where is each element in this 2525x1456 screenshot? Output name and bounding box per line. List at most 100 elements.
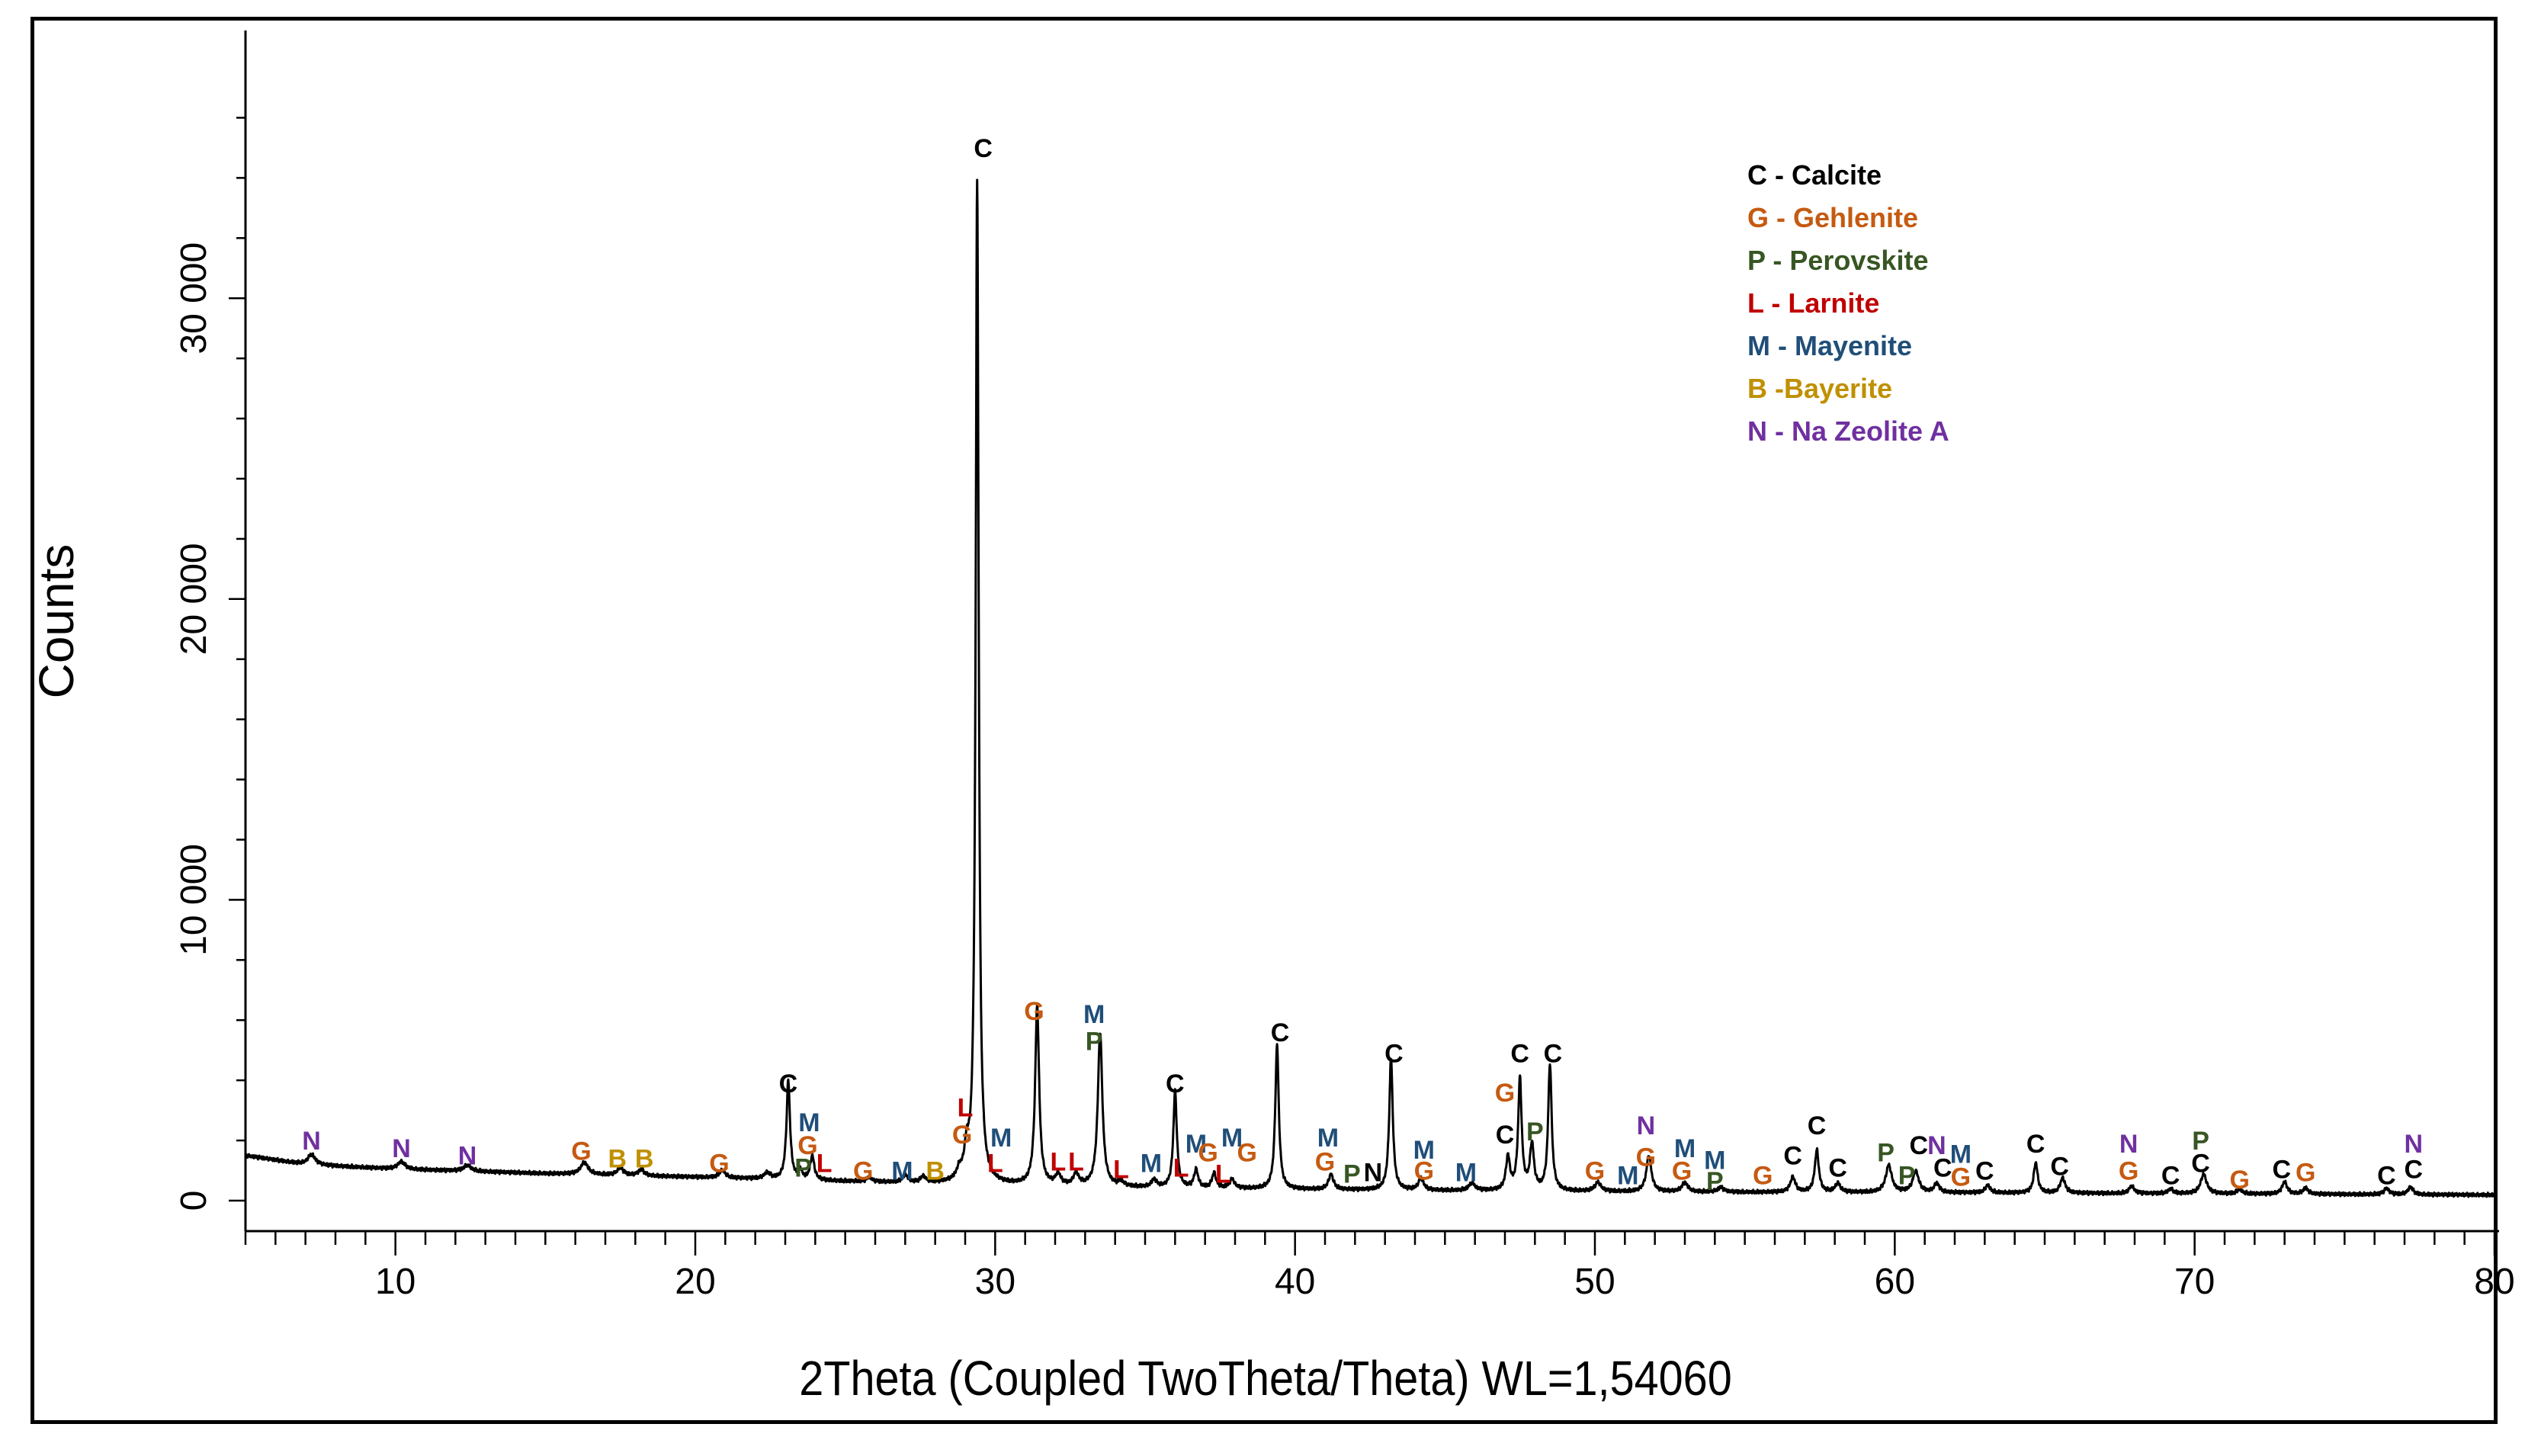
xrd-pattern-line bbox=[244, 178, 2496, 1198]
peak-label: P bbox=[1526, 1118, 1544, 1147]
peak-label: L bbox=[1113, 1155, 1129, 1184]
peak-label: N bbox=[458, 1142, 477, 1171]
peak-label: G bbox=[2119, 1156, 2138, 1185]
peak-label: N bbox=[2405, 1130, 2424, 1159]
peak-label: C bbox=[1544, 1039, 1563, 1068]
peak-label: C bbox=[2161, 1161, 2180, 1190]
peak-label: N bbox=[1364, 1158, 1383, 1187]
legend-entry: N - Na Zeolite A bbox=[1747, 415, 1949, 447]
peak-label: C bbox=[779, 1070, 798, 1098]
peak-label: M bbox=[798, 1108, 820, 1137]
peak-label: G bbox=[1753, 1161, 1773, 1190]
peak-label: M bbox=[1455, 1158, 1477, 1187]
legend-entry: C - Calcite bbox=[1747, 159, 1882, 191]
y-axis-title: Counts bbox=[29, 544, 84, 699]
peak-label: C bbox=[1910, 1131, 1929, 1160]
x-tick-label: 20 bbox=[675, 1262, 715, 1302]
figure-frame bbox=[30, 17, 2498, 1424]
peak-label: P bbox=[1706, 1167, 1724, 1196]
peak-label: M bbox=[1221, 1124, 1243, 1153]
peak-label: G bbox=[1315, 1148, 1335, 1177]
y-tick-label: 30 000 bbox=[174, 242, 214, 354]
peak-label: B bbox=[635, 1145, 654, 1174]
peak-label: M bbox=[1185, 1130, 1207, 1159]
peak-label: C bbox=[2405, 1155, 2424, 1184]
peak-label: C bbox=[2272, 1155, 2291, 1184]
peak-label: G bbox=[709, 1150, 729, 1179]
legend-entry: L - Larnite bbox=[1747, 287, 1879, 319]
peak-label: M bbox=[990, 1124, 1012, 1153]
peak-label: C bbox=[974, 134, 993, 163]
y-tick-label: 10 000 bbox=[174, 844, 214, 956]
peak-label: C bbox=[1828, 1153, 1847, 1182]
peak-label: B bbox=[608, 1145, 627, 1174]
peak-label: G bbox=[853, 1156, 873, 1185]
peak-label: G bbox=[1414, 1156, 1434, 1185]
x-axis-title: 2Theta (Coupled TwoTheta/Theta) WL=1,540… bbox=[799, 1351, 1732, 1405]
ticks bbox=[229, 117, 2496, 1256]
legend-entry: B -Bayerite bbox=[1747, 373, 1892, 404]
peak-label: G bbox=[952, 1121, 972, 1150]
peak-label: C bbox=[1271, 1018, 1290, 1047]
peak-label: C bbox=[1975, 1156, 1994, 1185]
peak-label: C bbox=[1166, 1070, 1185, 1098]
peak-label: G bbox=[571, 1137, 591, 1166]
peak-label: P bbox=[2192, 1127, 2209, 1156]
peak-label: G bbox=[2229, 1166, 2249, 1195]
peak-label: M bbox=[891, 1156, 913, 1185]
x-tick-label: 40 bbox=[1275, 1262, 1315, 1302]
peak-label: G bbox=[797, 1131, 817, 1160]
peak-label: G bbox=[1024, 997, 1044, 1026]
peak-label: M bbox=[1950, 1140, 1972, 1169]
peak-label: C bbox=[2191, 1150, 2210, 1179]
peak-label: G bbox=[1951, 1163, 1971, 1191]
peak-label: L bbox=[958, 1094, 974, 1123]
peak-label: N bbox=[392, 1134, 411, 1163]
peak-label: C bbox=[1510, 1039, 1529, 1068]
peak-label: G bbox=[1672, 1156, 1692, 1185]
peak-label: C bbox=[1808, 1111, 1827, 1140]
peak-label: M bbox=[1413, 1136, 1435, 1165]
peak-label: M bbox=[1617, 1161, 1638, 1190]
peak-label: P bbox=[1898, 1161, 1916, 1190]
y-tick-label: 0 bbox=[174, 1191, 214, 1211]
peak-label: M bbox=[1674, 1134, 1696, 1163]
peak-label: P bbox=[1086, 1028, 1103, 1057]
peak-label: C bbox=[1496, 1121, 1515, 1150]
peak-label: C bbox=[1783, 1142, 1802, 1171]
x-tick-label: 30 bbox=[975, 1262, 1015, 1302]
legend-entry: G - Gehlenite bbox=[1747, 202, 1918, 233]
y-tick-label: 20 000 bbox=[174, 543, 214, 655]
x-tick-label: 10 bbox=[375, 1262, 415, 1302]
peak-label: G bbox=[1585, 1156, 1605, 1185]
x-tick-label: 60 bbox=[1875, 1262, 1915, 1302]
x-tick-label: 70 bbox=[2174, 1262, 2215, 1302]
peak-label: P bbox=[794, 1153, 812, 1182]
peak-label: C bbox=[2026, 1130, 2045, 1159]
legend-entry: P - Perovskite bbox=[1747, 245, 1928, 276]
peak-label: M bbox=[1704, 1147, 1725, 1175]
peak-label: C bbox=[2050, 1152, 2069, 1181]
series bbox=[244, 178, 2496, 1198]
tick-labels: 10 20 30 40 50 60 70 80 0 10 000 20 000 30 000 bbox=[174, 242, 2515, 1302]
peak-label: C bbox=[1933, 1153, 1952, 1182]
x-tick-label: 50 bbox=[1574, 1262, 1615, 1302]
peak-label: B bbox=[926, 1156, 945, 1185]
legend: C - Calcite G - Gehlenite P - Perovskite L … bbox=[1747, 159, 1949, 447]
peak-label: N bbox=[2119, 1130, 2138, 1159]
peak-label: N bbox=[1927, 1131, 1946, 1160]
peak-label: L bbox=[1173, 1153, 1189, 1182]
peak-label: C bbox=[2377, 1161, 2396, 1190]
peak-label: N bbox=[302, 1127, 321, 1156]
peak-label: G bbox=[1495, 1079, 1515, 1108]
peak-label: G bbox=[1198, 1139, 1218, 1168]
peak-label: M bbox=[1141, 1150, 1162, 1179]
peak-label: M bbox=[1083, 1000, 1105, 1029]
peak-label: G bbox=[2296, 1158, 2315, 1187]
legend-entry: M - Mayenite bbox=[1747, 330, 1912, 361]
peak-label: L bbox=[987, 1150, 1003, 1179]
peak-label: N bbox=[1637, 1111, 1656, 1140]
peak-label: L bbox=[1051, 1148, 1067, 1177]
